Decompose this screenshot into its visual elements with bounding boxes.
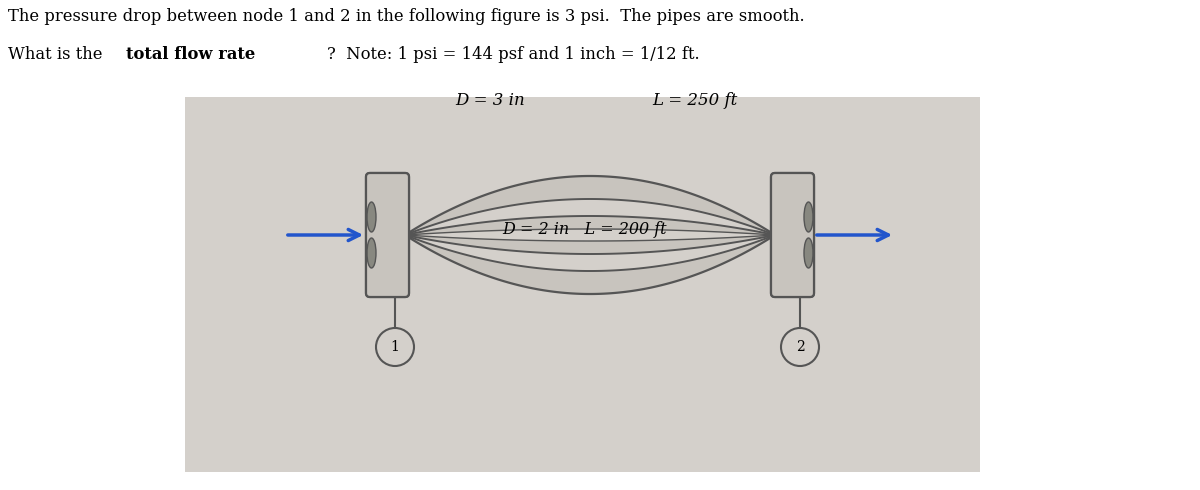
Text: 1: 1: [390, 340, 400, 354]
FancyBboxPatch shape: [366, 173, 409, 297]
Text: total flow rate: total flow rate: [126, 46, 254, 63]
Circle shape: [781, 328, 818, 366]
Text: D = 2 in   L = 200 ft: D = 2 in L = 200 ft: [503, 220, 667, 238]
Ellipse shape: [804, 238, 814, 268]
Ellipse shape: [367, 238, 376, 268]
Text: L = 250 ft: L = 250 ft: [653, 92, 738, 109]
Text: D = 3 in: D = 3 in: [455, 92, 524, 109]
Polygon shape: [406, 199, 775, 271]
Text: ?  Note: 1 psi = 144 psf and 1 inch = 1/12 ft.: ? Note: 1 psi = 144 psf and 1 inch = 1/1…: [326, 46, 700, 63]
FancyBboxPatch shape: [772, 173, 814, 297]
Polygon shape: [406, 176, 775, 294]
Ellipse shape: [804, 202, 814, 232]
Polygon shape: [406, 216, 775, 254]
Circle shape: [376, 328, 414, 366]
Ellipse shape: [367, 202, 376, 232]
Bar: [185, 97, 980, 472]
Text: The pressure drop between node 1 and 2 in the following figure is 3 psi.  The pi: The pressure drop between node 1 and 2 i…: [8, 8, 805, 25]
Text: What is the: What is the: [8, 46, 108, 63]
Ellipse shape: [367, 238, 376, 268]
Polygon shape: [406, 229, 775, 241]
FancyBboxPatch shape: [366, 173, 409, 297]
Ellipse shape: [804, 202, 814, 232]
Ellipse shape: [367, 202, 376, 232]
Text: 2: 2: [796, 340, 804, 354]
Ellipse shape: [804, 238, 814, 268]
FancyBboxPatch shape: [772, 173, 814, 297]
